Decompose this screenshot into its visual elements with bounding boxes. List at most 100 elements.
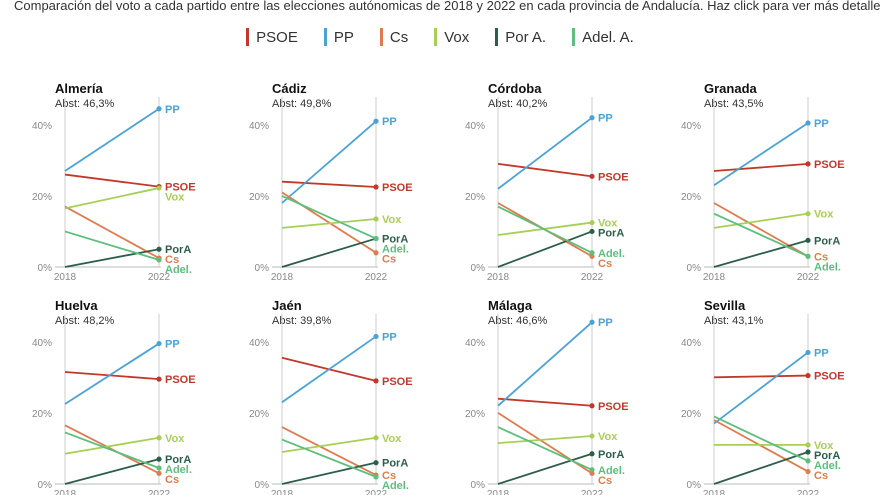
x-tick-label-2022: 2022 xyxy=(148,272,171,283)
y-tick-label: 20% xyxy=(465,192,485,203)
legend-swatch-psoe xyxy=(246,28,250,46)
end-point-psoe xyxy=(805,372,811,379)
panel-abstention-jaen: Abst: 39,8% xyxy=(272,315,332,327)
legend-item-psoe[interactable]: PSOE xyxy=(246,28,298,46)
panel-title-malaga: Málaga xyxy=(488,298,533,313)
end-point-adel xyxy=(156,257,162,263)
end-point-pora xyxy=(373,460,379,466)
panel-title-cadiz: Cádiz xyxy=(272,81,307,96)
end-point-pora xyxy=(156,246,162,252)
series-line-psoe xyxy=(497,397,593,407)
end-point-cs xyxy=(373,250,379,256)
end-point-psoe xyxy=(805,161,811,167)
end-point-vox xyxy=(589,433,595,439)
legend-label-psoe: PSOE xyxy=(256,28,298,46)
end-point-cs xyxy=(805,468,811,475)
legend-item-pora[interactable]: Por A. xyxy=(495,28,546,46)
y-tick-label: 20% xyxy=(32,192,52,203)
legend-swatch-pp xyxy=(323,28,327,46)
legend-item-cs[interactable]: Cs xyxy=(379,28,408,46)
end-point-adel xyxy=(589,250,595,256)
series-line-pora xyxy=(497,452,593,485)
end-label-vox: Vox xyxy=(814,440,834,452)
series-line-pora xyxy=(497,230,593,268)
series-line-pp xyxy=(497,321,593,407)
y-tick-label: 0% xyxy=(471,263,486,274)
legend: PSOE PP Cs Vox Por A. Adel. A. xyxy=(0,28,880,46)
end-label-psoe: PSOE xyxy=(165,182,196,194)
series-line-adel xyxy=(497,426,593,471)
end-point-pora xyxy=(589,228,595,235)
panel-title-granada: Granada xyxy=(704,81,758,96)
series-line-pp xyxy=(64,342,160,405)
end-point-pp xyxy=(373,118,379,124)
series-line-pora xyxy=(281,461,377,485)
end-label-vox: Vox xyxy=(165,433,185,445)
end-label-psoe: PSOE xyxy=(814,159,845,171)
x-tick-label-2018: 2018 xyxy=(54,272,77,283)
x-tick-label-2022: 2022 xyxy=(365,489,388,495)
x-tick-label-2022: 2022 xyxy=(797,272,820,283)
legend-label-vox: Vox xyxy=(444,28,470,46)
end-label-pora: PorA xyxy=(165,454,191,466)
end-point-pora xyxy=(589,451,595,457)
end-label-pp: PP xyxy=(814,118,829,130)
x-tick-label-2018: 2018 xyxy=(703,272,726,283)
end-label-pp: PP xyxy=(814,347,829,359)
y-tick-label: 40% xyxy=(249,121,269,132)
y-tick-label: 20% xyxy=(681,192,701,203)
y-tick-label: 20% xyxy=(249,409,269,420)
end-label-cs: Cs xyxy=(382,470,396,482)
series-line-pora xyxy=(713,239,809,268)
end-point-cs xyxy=(156,470,162,476)
series-line-psoe xyxy=(64,371,160,381)
end-label-pp: PP xyxy=(382,116,397,128)
y-tick-label: 40% xyxy=(465,121,485,132)
end-point-pp xyxy=(373,333,379,340)
panel-title-sevilla: Sevilla xyxy=(704,298,746,313)
series-line-adel xyxy=(281,195,377,240)
end-label-pora: PorA xyxy=(814,235,840,247)
end-label-adel: Adel. xyxy=(165,464,192,476)
end-label-psoe: PSOE xyxy=(382,376,413,388)
end-point-vox xyxy=(589,219,595,226)
series-line-adel xyxy=(281,438,377,478)
end-label-pp: PP xyxy=(598,113,613,125)
end-point-pora xyxy=(805,449,811,455)
end-point-vox xyxy=(373,216,379,222)
end-label-psoe: PSOE xyxy=(598,171,629,183)
end-label-pp: PP xyxy=(165,339,180,351)
series-line-vox xyxy=(281,436,377,453)
series-line-pp xyxy=(713,122,809,186)
panel-abstention-almeria: Abst: 46,3% xyxy=(55,98,115,110)
end-label-vox: Vox xyxy=(598,431,618,443)
end-label-pora: PorA xyxy=(165,244,191,256)
end-point-vox xyxy=(156,435,162,441)
end-label-pora: PorA xyxy=(598,228,624,240)
legend-item-vox[interactable]: Vox xyxy=(434,28,469,46)
end-label-cs: Cs xyxy=(165,254,179,266)
end-point-vox xyxy=(805,211,811,217)
series-line-adel xyxy=(497,205,593,254)
y-tick-label: 0% xyxy=(255,480,270,491)
x-tick-label-2022: 2022 xyxy=(797,489,820,495)
y-tick-label: 20% xyxy=(249,192,269,203)
end-point-pora xyxy=(156,456,162,462)
y-tick-label: 0% xyxy=(38,480,53,491)
end-label-pp: PP xyxy=(165,104,180,116)
end-label-pp: PP xyxy=(382,331,397,343)
panel-title-cordoba: Córdoba xyxy=(488,81,542,96)
panel-abstention-huelva: Abst: 48,2% xyxy=(55,315,115,327)
end-label-cs: Cs xyxy=(814,251,828,263)
legend-item-adela[interactable]: Adel. A. xyxy=(572,28,634,46)
end-label-pora: PorA xyxy=(382,234,408,246)
x-tick-label-2018: 2018 xyxy=(703,489,726,495)
series-line-pp xyxy=(281,335,377,403)
y-tick-label: 40% xyxy=(32,121,52,132)
legend-item-pp[interactable]: PP xyxy=(323,28,354,46)
end-point-psoe xyxy=(373,378,379,384)
series-line-pp xyxy=(281,120,377,204)
x-tick-label-2018: 2018 xyxy=(487,272,510,283)
series-line-adel xyxy=(64,431,160,469)
y-tick-label: 40% xyxy=(681,121,701,132)
